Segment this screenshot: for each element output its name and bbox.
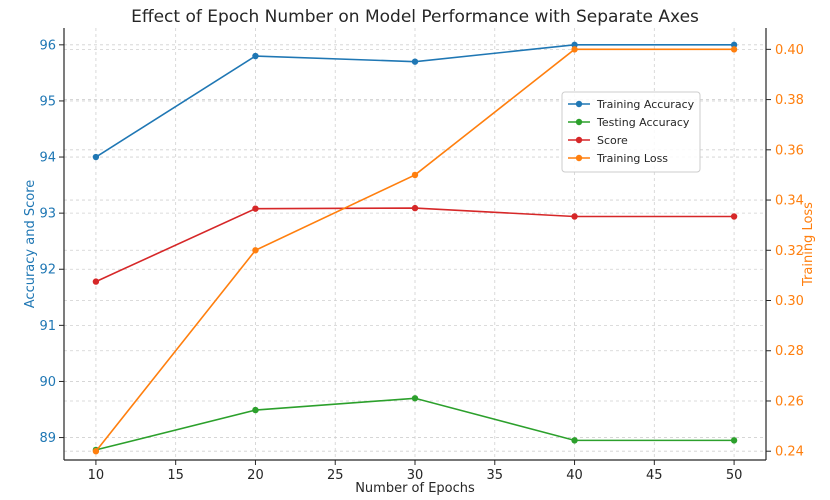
testing-accuracy-point <box>411 395 419 402</box>
x-tick-label: 10 <box>88 468 105 483</box>
training-accuracy-point <box>571 41 578 49</box>
score-point <box>571 213 578 220</box>
testing-accuracy-point <box>252 406 259 414</box>
legend-box <box>561 91 701 173</box>
y-right-tick-label: 0.30 <box>775 294 804 309</box>
y-left-tick-label: 91 <box>39 319 56 334</box>
y-right-tick-label: 0.28 <box>775 344 804 359</box>
y-right-tick-label: 0.34 <box>775 194 804 209</box>
grid-layer <box>64 28 766 460</box>
y-left-tick-label: 94 <box>39 151 56 166</box>
axes-layer: 10 15 20 25 30 35 40 45 50 89 90 91 92 93 94 95 96 0.24 0.… <box>39 28 804 483</box>
x-tick-label: 30 <box>407 468 424 483</box>
training-loss-point <box>411 171 419 179</box>
legend-marker-score <box>575 136 583 144</box>
training-accuracy-point <box>730 41 738 49</box>
y-left-tick-label: 89 <box>39 431 56 446</box>
training-loss-point <box>571 46 578 53</box>
legend-label-training-loss: Training Loss <box>596 152 668 165</box>
training-loss-point <box>92 448 100 455</box>
y-left-tick-label: 92 <box>39 263 56 278</box>
y-left-tick-label: 95 <box>39 94 56 109</box>
legend-marker-training-loss <box>575 154 583 162</box>
score-point <box>411 204 419 212</box>
training-accuracy-point <box>252 52 259 60</box>
training-loss-point <box>730 46 738 53</box>
legend: Training Accuracy Testing Accuracy Score Tr… <box>561 91 701 173</box>
legend-label-training-accuracy: Training Accuracy <box>596 98 695 111</box>
x-tick-label: 20 <box>247 468 264 483</box>
x-tick-label: 35 <box>486 468 503 483</box>
right-y-axis-title: Training Loss <box>801 202 816 287</box>
x-tick-label: 50 <box>726 468 743 483</box>
training-loss-point <box>252 247 259 254</box>
y-left-tick-label: 93 <box>39 207 56 222</box>
training-accuracy-point <box>92 153 100 161</box>
y-left-tick-label: 90 <box>39 375 56 390</box>
training-accuracy-point <box>411 58 419 65</box>
left-y-axis-title: Accuracy and Score <box>23 180 38 308</box>
legend-marker-testing-accuracy <box>575 118 583 126</box>
legend-label-testing-accuracy: Testing Accuracy <box>596 116 690 129</box>
chart-title: Effect of Epoch Number on Model Performa… <box>131 7 699 27</box>
score-point <box>252 205 259 212</box>
x-tick-label: 15 <box>167 468 184 483</box>
testing-accuracy-point <box>730 437 738 444</box>
legend-label-score: Score <box>597 134 628 147</box>
legend-marker-training-accuracy <box>575 100 583 108</box>
x-tick-label: 45 <box>646 468 663 483</box>
testing-accuracy-point <box>571 437 578 444</box>
y-right-tick-label: 0.26 <box>775 394 804 409</box>
y-right-tick-label: 0.32 <box>775 244 804 259</box>
y-right-tick-label: 0.38 <box>775 93 804 108</box>
x-tick-label: 40 <box>566 468 583 483</box>
score-point <box>730 213 738 220</box>
y-left-tick-label: 96 <box>39 38 56 53</box>
score-point <box>92 278 100 285</box>
y-right-tick-label: 0.24 <box>775 445 804 460</box>
y-right-tick-label: 0.40 <box>775 43 804 58</box>
x-axis-title: Number of Epochs <box>355 481 475 496</box>
series-layer <box>92 41 738 455</box>
y-right-tick-label: 0.36 <box>775 143 804 158</box>
x-tick-label: 25 <box>327 468 344 483</box>
